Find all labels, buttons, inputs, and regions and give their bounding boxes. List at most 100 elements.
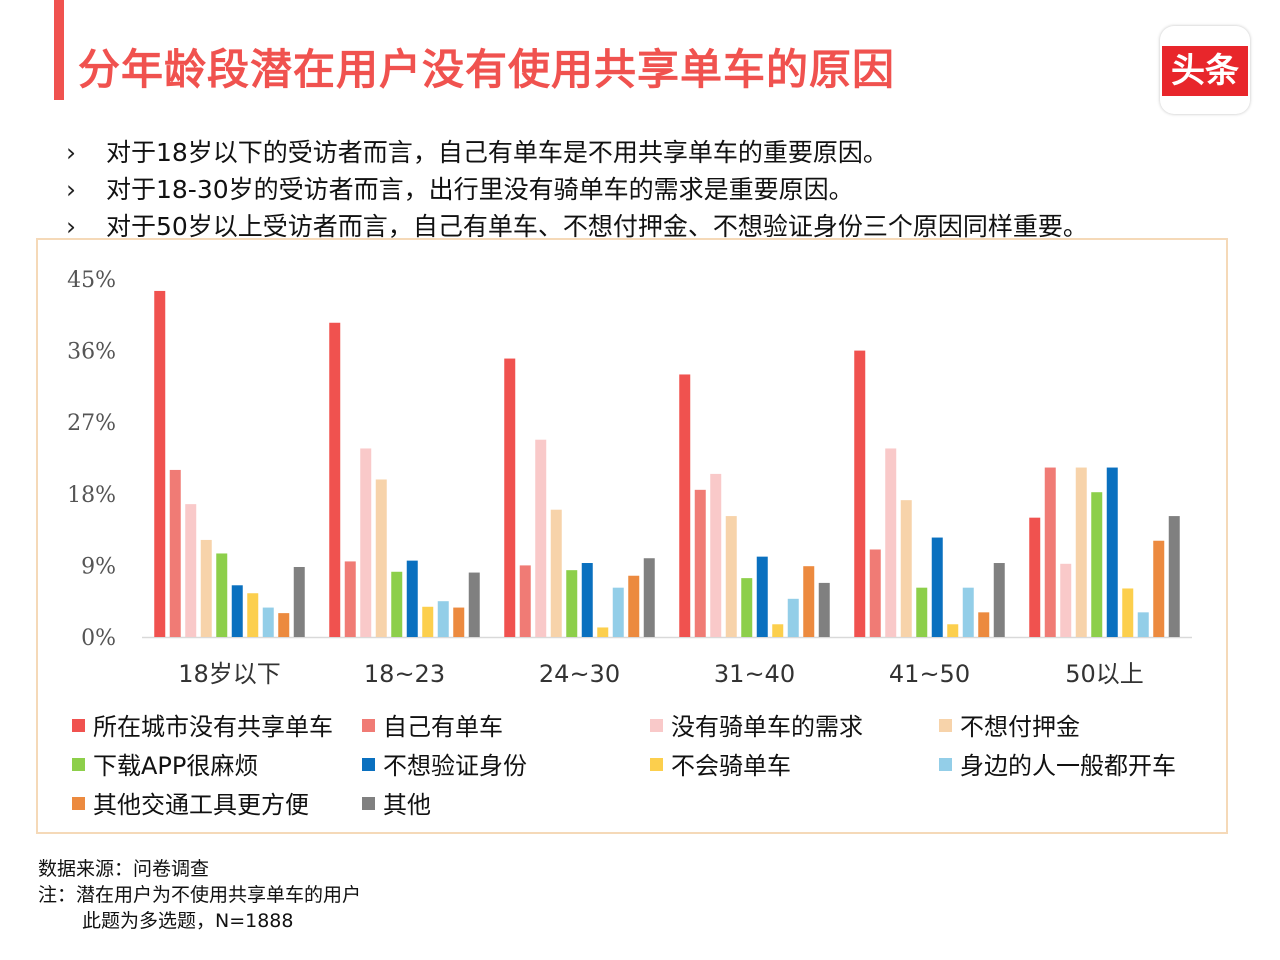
legend-label: 身边的人一般都开车 [960, 752, 1176, 780]
legend-label: 其他 [383, 791, 431, 819]
footer-note: 此题为多选题，N=1888 [82, 910, 294, 932]
bar [993, 563, 1005, 637]
bar [869, 549, 881, 637]
x-tick-label: 50以上 [1065, 660, 1144, 688]
legend-label: 自己有单车 [383, 713, 503, 741]
bar [1153, 540, 1165, 637]
bar [1122, 588, 1134, 637]
legend-swatch [939, 757, 952, 771]
legend-item: 其他交通工具更方便 [72, 790, 309, 820]
footer-notes: 数据来源：问卷调查 注：潜在用户为不使用共享单车的用户 此题为多选题，N=188… [38, 856, 361, 934]
legend-label: 不会骑单车 [671, 752, 791, 780]
y-tick-label: 36% [67, 340, 116, 365]
chevron-right-icon: › [66, 138, 76, 167]
bar [535, 439, 547, 637]
bar [818, 582, 830, 637]
bar [550, 509, 562, 637]
bar [628, 575, 640, 637]
bar [185, 504, 197, 637]
bar [1137, 612, 1149, 637]
legend-swatch [362, 718, 375, 732]
x-tick-label: 24~30 [539, 660, 620, 688]
bar [947, 624, 959, 637]
bar [278, 613, 290, 637]
legend-swatch [72, 796, 85, 810]
legend-label: 其他交通工具更方便 [93, 791, 309, 819]
logo-text: 头条 [1162, 46, 1248, 96]
legend-label: 不想验证身份 [383, 752, 527, 780]
bar [1060, 563, 1072, 637]
bar [803, 566, 815, 637]
bar [262, 607, 274, 637]
bar [247, 593, 259, 637]
bar [741, 578, 753, 637]
bar [329, 322, 341, 637]
legend-swatch [72, 718, 85, 732]
bar [581, 563, 593, 637]
legend-item: 所在城市没有共享单车 [72, 712, 333, 742]
bar [679, 374, 691, 637]
bar [566, 570, 578, 637]
y-tick-label: 45% [67, 268, 116, 293]
bar [1168, 516, 1180, 637]
bullet-item: › 对于50岁以上受访者而言，自己有单车、不想付押金、不想验证身份三个原因同样重要… [60, 208, 1088, 245]
bar [710, 473, 722, 637]
bar [1091, 492, 1103, 637]
bar [375, 479, 387, 637]
summary-bullets: › 对于18岁以下的受访者而言，自己有单车是不用共享单车的重要原因。 › 对于18-… [60, 134, 1088, 245]
legend-item: 其他 [362, 790, 431, 820]
bar [597, 627, 609, 637]
bar [725, 516, 737, 637]
toutiao-logo: 头条 [1160, 26, 1250, 114]
x-tick-label: 41~50 [889, 660, 970, 688]
bar [962, 587, 974, 637]
bullet-text: 对于18岁以下的受访者而言，自己有单车是不用共享单车的重要原因。 [106, 138, 888, 167]
legend-swatch [650, 718, 663, 732]
bullet-item: › 对于18-30岁的受访者而言，出行里没有骑单车的需求是重要原因。 [60, 171, 1088, 208]
legend-swatch [362, 757, 375, 771]
bar [437, 601, 449, 637]
bar [293, 566, 305, 637]
bar [1075, 467, 1087, 637]
x-tick-label: 31~40 [714, 660, 795, 688]
bar [360, 448, 372, 637]
page-title: 分年龄段潜在用户没有使用共享单车的原因 [78, 45, 896, 94]
legend-swatch [72, 757, 85, 771]
bar [772, 624, 784, 637]
x-tick-label: 18岁以下 [178, 660, 281, 688]
bar [1029, 517, 1041, 637]
bar [453, 607, 465, 637]
legend-label: 没有骑单车的需求 [671, 713, 863, 741]
bar [643, 558, 655, 637]
legend-item: 自己有单车 [362, 712, 503, 742]
legend-item: 身边的人一般都开车 [939, 751, 1176, 781]
legend-swatch [939, 718, 952, 732]
bar [694, 489, 706, 637]
bar [422, 606, 434, 637]
legend-item: 下载APP很麻烦 [72, 751, 258, 781]
y-tick-label: 0% [81, 626, 116, 651]
bar [612, 587, 624, 637]
bar [1106, 467, 1118, 637]
y-tick-label: 27% [67, 411, 116, 436]
bar [978, 612, 990, 637]
legend-label: 所在城市没有共享单车 [93, 713, 333, 741]
legend-item: 不想付押金 [939, 712, 1080, 742]
bar [916, 587, 928, 637]
bar [787, 598, 799, 637]
legend-label: 不想付押金 [960, 713, 1080, 741]
bar [931, 537, 943, 637]
legend-swatch [650, 757, 663, 771]
bar [900, 500, 912, 637]
legend-item: 不会骑单车 [650, 751, 791, 781]
bar [200, 539, 212, 637]
bar [885, 448, 897, 637]
legend-swatch [362, 796, 375, 810]
y-tick-label: 9% [81, 554, 116, 579]
y-tick-label: 18% [67, 483, 116, 508]
bar [854, 350, 866, 637]
title-accent-bar [54, 0, 64, 100]
bar [154, 290, 166, 637]
bar [1044, 467, 1056, 637]
